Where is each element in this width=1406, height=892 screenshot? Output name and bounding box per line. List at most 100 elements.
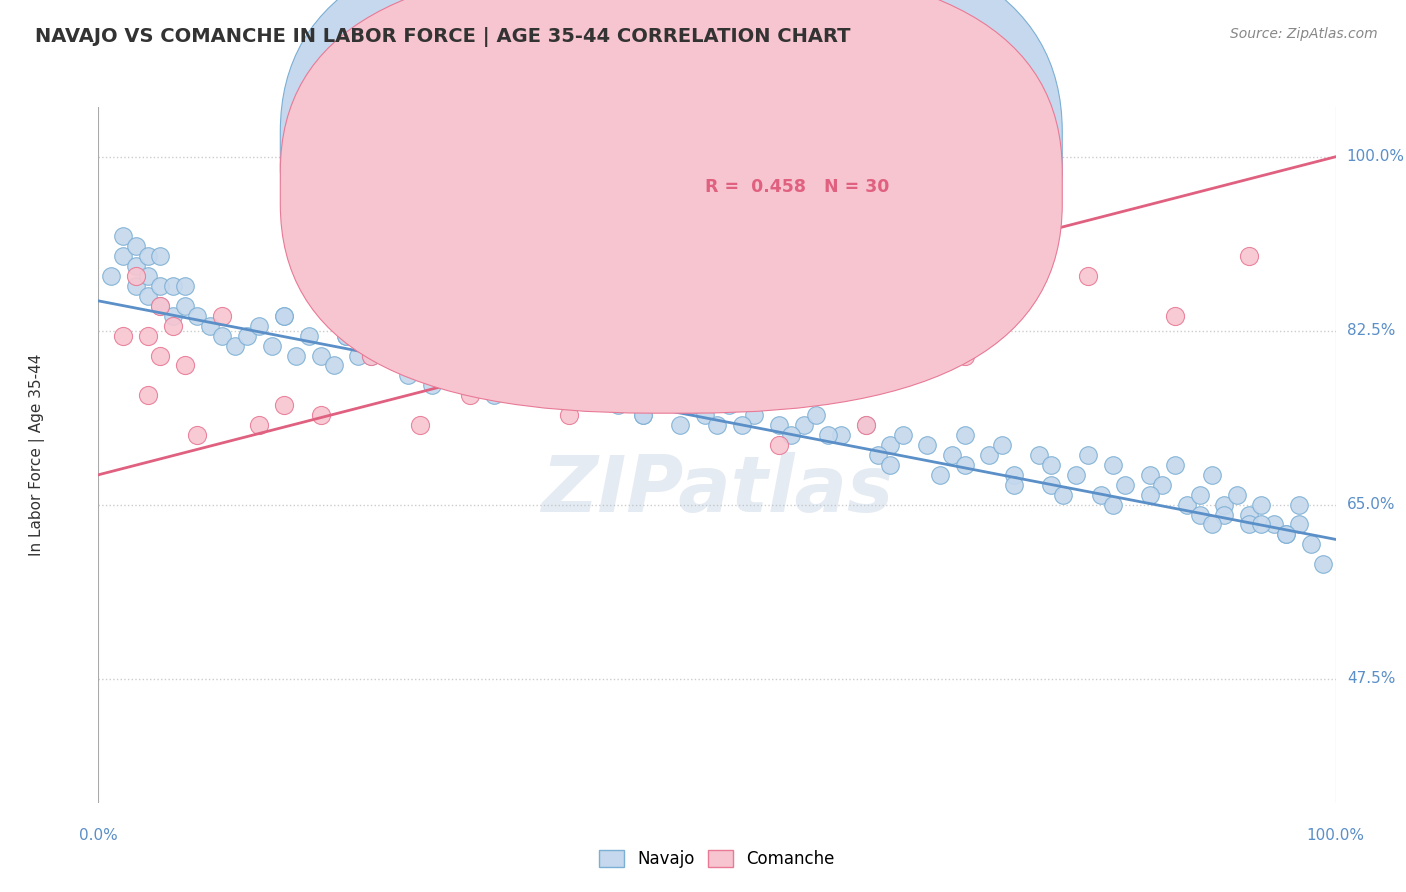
Point <box>1102 458 1125 472</box>
Point <box>149 299 172 313</box>
Text: 0.0%: 0.0% <box>79 828 118 843</box>
Point <box>224 338 246 352</box>
Point <box>879 458 901 472</box>
Point <box>149 299 172 313</box>
Point <box>298 328 321 343</box>
Point <box>768 418 790 433</box>
Point <box>309 408 332 422</box>
Point <box>706 418 728 433</box>
Point <box>1288 498 1310 512</box>
Point <box>1077 268 1099 283</box>
Point <box>1250 498 1272 512</box>
Point <box>162 318 184 333</box>
Legend: Navajo, Comanche: Navajo, Comanche <box>592 843 842 874</box>
Point <box>112 229 135 244</box>
Point <box>855 418 877 433</box>
Point <box>1226 488 1249 502</box>
Point <box>1152 477 1174 491</box>
Point <box>433 359 456 373</box>
Point <box>979 448 1001 462</box>
Point <box>1250 517 1272 532</box>
Text: 100.0%: 100.0% <box>1306 828 1365 843</box>
Point <box>186 309 208 323</box>
Point <box>1201 517 1223 532</box>
Point <box>1275 527 1298 541</box>
Point <box>136 328 159 343</box>
Point <box>1175 498 1198 512</box>
Point <box>433 359 456 373</box>
Point <box>1040 458 1063 472</box>
Point <box>804 378 827 392</box>
Point <box>1090 488 1112 502</box>
Point <box>335 328 357 343</box>
Point <box>928 467 950 482</box>
Point <box>174 359 197 373</box>
Point <box>396 368 419 383</box>
Point <box>1188 508 1211 522</box>
Point <box>546 368 568 383</box>
Point <box>285 349 308 363</box>
Point <box>458 388 481 402</box>
Point <box>644 388 666 402</box>
Point <box>780 428 803 442</box>
Point <box>731 418 754 433</box>
Point <box>211 328 233 343</box>
Point <box>1201 467 1223 482</box>
Point <box>1288 517 1310 532</box>
Point <box>273 309 295 323</box>
Point <box>681 398 703 412</box>
Point <box>582 388 605 402</box>
Text: 100.0%: 100.0% <box>1347 149 1405 164</box>
Point <box>136 268 159 283</box>
Point <box>124 259 146 273</box>
Point <box>149 349 172 363</box>
Point <box>247 318 270 333</box>
Point <box>422 378 444 392</box>
Point <box>953 458 976 472</box>
Point <box>1164 309 1187 323</box>
Point <box>607 398 630 412</box>
Point <box>309 349 332 363</box>
Point <box>335 328 357 343</box>
Point <box>1139 467 1161 482</box>
Point <box>768 438 790 452</box>
Text: R =  0.458   N = 30: R = 0.458 N = 30 <box>704 178 889 196</box>
Point <box>1213 498 1236 512</box>
Point <box>1077 448 1099 462</box>
Text: 82.5%: 82.5% <box>1347 323 1395 338</box>
Point <box>495 328 517 343</box>
Point <box>360 349 382 363</box>
Text: In Labor Force | Age 35-44: In Labor Force | Age 35-44 <box>28 354 45 556</box>
Point <box>595 368 617 383</box>
Point <box>360 349 382 363</box>
Point <box>136 249 159 263</box>
FancyBboxPatch shape <box>630 121 1014 219</box>
Point <box>891 428 914 442</box>
Point <box>124 239 146 253</box>
Point <box>371 338 394 352</box>
Point <box>557 408 579 422</box>
Point <box>322 359 344 373</box>
Point <box>1002 477 1025 491</box>
Point <box>136 388 159 402</box>
Point <box>533 378 555 392</box>
Point <box>742 408 765 422</box>
Point <box>149 249 172 263</box>
Point <box>1263 517 1285 532</box>
Point <box>124 268 146 283</box>
Point <box>236 328 259 343</box>
Point <box>855 418 877 433</box>
Point <box>211 309 233 323</box>
Point <box>136 289 159 303</box>
Text: NAVAJO VS COMANCHE IN LABOR FORCE | AGE 35-44 CORRELATION CHART: NAVAJO VS COMANCHE IN LABOR FORCE | AGE … <box>35 27 851 46</box>
Point <box>1213 508 1236 522</box>
Point <box>631 408 654 422</box>
Point <box>273 309 295 323</box>
Point <box>1237 517 1260 532</box>
FancyBboxPatch shape <box>280 0 1063 374</box>
Point <box>693 408 716 422</box>
Point <box>162 309 184 323</box>
Point <box>793 418 815 433</box>
Point <box>162 279 184 293</box>
Point <box>1237 249 1260 263</box>
